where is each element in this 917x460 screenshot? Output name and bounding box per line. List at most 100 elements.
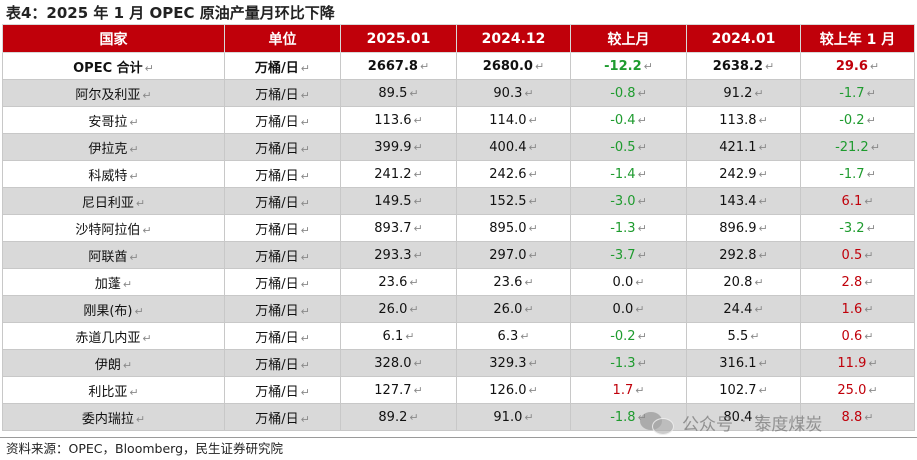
cell-unit-value: 万桶/日 (255, 384, 299, 400)
table-row: 加蓬 ↵ 万桶/日 ↵ 23.6 ↵ 23.6 ↵ 0.0 ↵ 20.8 ↵ 2.8 ↵ (2, 268, 915, 296)
cell-yoy: -1.7 ↵ (800, 79, 915, 107)
cell-mom-value: -1.8 (610, 409, 636, 425)
cell-unit: 万桶/日 ↵ (224, 295, 341, 323)
cell-country-value: 安哥拉 (88, 114, 128, 130)
cell-country: 沙特阿拉伯 ↵ (2, 214, 225, 242)
paragraph-mark: ↵ (413, 383, 423, 397)
paragraph-mark: ↵ (758, 383, 768, 397)
cell-2024-01: 242.9 ↵ (686, 160, 801, 188)
cell-2024-01-value: 316.1 (719, 355, 757, 371)
paragraph-mark: ↵ (758, 167, 768, 181)
cell-country: 科威特 ↵ (2, 160, 225, 188)
cell-2025-01-value: 328.0 (374, 355, 412, 371)
paragraph-mark: ↵ (528, 356, 538, 370)
paragraph-mark: ↵ (528, 167, 538, 181)
paragraph-mark: ↵ (129, 169, 139, 183)
paragraph-mark: ↵ (754, 86, 764, 100)
paragraph-mark: ↵ (528, 140, 538, 154)
cell-mom: -0.5 ↵ (570, 133, 687, 161)
paragraph-mark: ↵ (635, 383, 645, 397)
cell-2024-12: 26.0 ↵ (456, 295, 571, 323)
cell-yoy: -1.7 ↵ (800, 160, 915, 188)
paragraph-mark: ↵ (129, 250, 139, 264)
table-row: 委内瑞拉↵万桶/日↵89.2↵91.0↵-1.8↵80.4↵8.8↵ (2, 403, 915, 431)
header-yoy: 较上年 1 月 (800, 24, 915, 53)
cell-2025-01-value: 893.7 (374, 220, 412, 236)
paragraph-mark: ↵ (300, 304, 310, 318)
cell-country-value: 阿联酋 (88, 249, 128, 265)
paragraph-mark: ↵ (142, 223, 152, 237)
cell-2025-01-value: 26.0 (378, 301, 408, 317)
paragraph-mark: ↵ (142, 88, 152, 102)
cell-country-value: 伊朗 (94, 357, 121, 373)
cell-2024-01-value: 143.4 (719, 193, 757, 209)
cell-2025-01: 23.6 ↵ (340, 268, 457, 296)
cell-unit: 万桶/日 ↵ (224, 106, 341, 134)
cell-country-value: 科威特 (88, 168, 128, 184)
paragraph-mark: ↵ (524, 86, 534, 100)
cell-mom: -1.3 ↵ (570, 349, 687, 377)
cell-2025-01-value: 293.3 (374, 247, 412, 263)
paragraph-mark: ↵ (300, 331, 310, 345)
cell-country-value: 赤道几内亚 (75, 330, 141, 346)
cell-mom: 1.7 ↵ (570, 376, 687, 404)
paragraph-mark: ↵ (300, 385, 310, 399)
cell-mom: 0.0 ↵ (570, 268, 687, 296)
table-row: 尼日利亚 ↵ 万桶/日 ↵ 149.5 ↵ 152.5 ↵ -3.0 ↵ 143.4 ↵ 6.1 ↵ (2, 187, 915, 215)
paragraph-mark: ↵ (524, 410, 534, 424)
paragraph-mark: ↵ (524, 275, 534, 289)
cell-2025-01-value: 89.2 (378, 409, 408, 425)
paragraph-mark: ↵ (413, 113, 423, 127)
paragraph-mark: ↵ (869, 59, 880, 73)
paragraph-mark: ↵ (864, 410, 874, 424)
cell-2024-12-value: 114.0 (489, 112, 527, 128)
paragraph-mark: ↵ (754, 302, 764, 316)
table-row: OPEC 合计 ↵ 万桶/日 ↵ 2667.8 ↵ 2680.0 ↵ -12.2 ↵ 2638.2 ↵… (2, 52, 915, 80)
cell-2024-01-value: 421.1 (719, 139, 757, 155)
cell-2025-01-value: 399.9 (374, 139, 412, 155)
cell-mom: -0.2 ↵ (570, 322, 687, 350)
cell-mom-value: -12.2 (604, 58, 642, 74)
cell-yoy: 29.6 ↵ (800, 52, 915, 80)
cell-2024-01-value: 292.8 (719, 247, 757, 263)
cell-2025-01-value: 89.5 (378, 85, 408, 101)
cell-unit: 万桶/日 ↵ (224, 241, 341, 269)
paragraph-mark: ↵ (637, 113, 647, 127)
cell-2025-01-value: 2667.8 (367, 58, 418, 74)
cell-2025-01: 89.5 ↵ (340, 79, 457, 107)
paragraph-mark: ↵ (413, 221, 423, 235)
cell-2024-12: 329.3 ↵ (456, 349, 571, 377)
cell-2024-01: 292.8 ↵ (686, 241, 801, 269)
header-2024-01: 2024.01 (686, 24, 801, 53)
cell-2025-01-value: 6.1 (382, 328, 404, 344)
cell-2025-01: 149.5 ↵ (340, 187, 457, 215)
cell-mom: -0.4 ↵ (570, 106, 687, 134)
paragraph-mark: ↵ (528, 248, 538, 262)
paragraph-mark: ↵ (520, 329, 530, 343)
cell-country: 尼日利亚 ↵ (2, 187, 225, 215)
wechat-icon (640, 410, 674, 435)
cell-2025-01: 127.7 ↵ (340, 376, 457, 404)
cell-mom: -0.8 ↵ (570, 79, 687, 107)
cell-yoy: 8.8 ↵ (800, 403, 915, 431)
cell-2024-12: 297.0 ↵ (456, 241, 571, 269)
paragraph-mark: ↵ (528, 113, 538, 127)
table-row: 安哥拉 ↵ 万桶/日 ↵ 113.6 ↵ 114.0 ↵ -0.4 ↵ 113.8 ↵ -0.2 ↵ (2, 106, 915, 134)
header-unit: 单位 (224, 24, 341, 53)
cell-mom: -12.2 ↵ (570, 52, 687, 80)
cell-2024-12: 126.0 ↵ (456, 376, 571, 404)
cell-unit-value: 万桶/日 (255, 87, 299, 103)
cell-2024-01-value: 896.9 (719, 220, 757, 236)
cell-2024-12-value: 90.3 (493, 85, 523, 101)
opec-production-table: 国家 单位 2025.01 2024.12 较上月 2024.01 较上年 1 … (2, 24, 915, 431)
paragraph-mark: ↵ (637, 194, 647, 208)
cell-country: 委内瑞拉 ↵ (2, 403, 225, 431)
cell-2024-01-value: 20.8 (723, 274, 753, 290)
header-country: 国家 (2, 24, 225, 53)
paragraph-mark: ↵ (866, 113, 876, 127)
cell-mom-value: -0.4 (610, 112, 636, 128)
paragraph-mark: ↵ (129, 142, 139, 156)
cell-unit-value: 万桶/日 (255, 222, 299, 238)
cell-2024-01: 2638.2 ↵ (686, 52, 801, 80)
paragraph-mark: ↵ (524, 302, 534, 316)
